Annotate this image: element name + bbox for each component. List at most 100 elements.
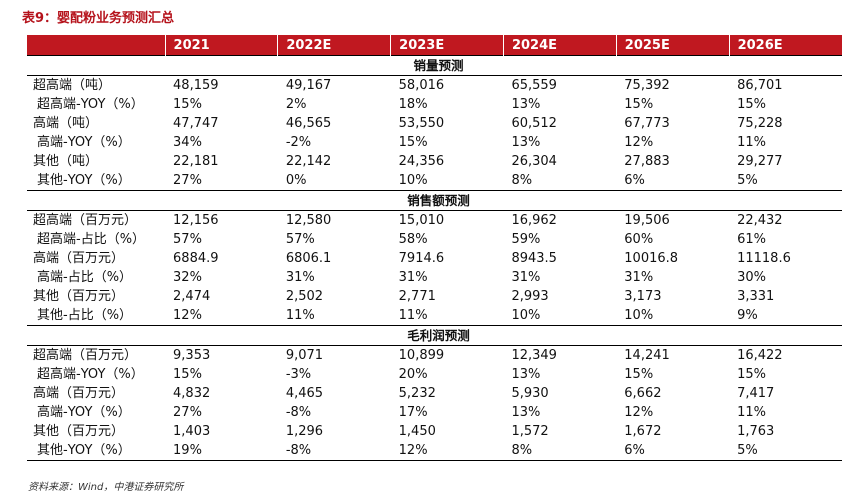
- table-cell: 12%: [624, 405, 654, 420]
- row-label: 超高端（百万元）: [33, 348, 138, 363]
- section-title: 销量预测: [27, 55, 842, 76]
- table-cell: 8%: [503, 441, 617, 461]
- table-cell: 13%: [511, 135, 541, 150]
- table-cell: 15%: [398, 135, 428, 150]
- table-row: 高端（百万元） 4,832 4,465 5,232 5,930 6,662 7,417: [27, 384, 842, 403]
- table-cell: 6%: [616, 441, 730, 461]
- table-cell: 13%: [511, 367, 541, 382]
- forecast-table: 2021 2022E 2023E 2024E 2025E 2026E 销量预测超…: [27, 35, 842, 461]
- table-cell: 0%: [285, 173, 307, 188]
- table-cell: 11%: [398, 308, 428, 323]
- row-label: 其他（百万元）: [33, 289, 125, 304]
- table-row: 超高端-占比（%） 57% 57% 58% 59% 60% 61%: [27, 230, 842, 249]
- table-row: 其他（百万元） 2,474 2,502 2,771 2,993 3,173 3,331: [27, 287, 842, 306]
- table-cell: 7914.6: [398, 251, 445, 266]
- table-cell: 60%: [624, 232, 654, 247]
- table-row: 超高端（百万元） 9,353 9,071 10,899 12,349 14,241 16,4…: [27, 346, 842, 366]
- source-note: 资料来源：Wind，中港证券研究所: [28, 482, 184, 493]
- table-cell: 31%: [285, 270, 315, 285]
- table-cell: 34%: [173, 135, 202, 150]
- row-label: 高端（百万元）: [33, 386, 125, 401]
- header-cell: 2026E: [728, 35, 842, 56]
- table-cell: 86,701: [737, 78, 783, 93]
- table-cell: 11%: [737, 135, 766, 150]
- table-row: 高端（吨） 47,747 46,565 53,550 60,512 67,773 75,22…: [27, 114, 842, 133]
- table-cell: 12%: [624, 135, 654, 150]
- row-label: 高端（吨）: [33, 116, 99, 131]
- table-cell: 60,512: [511, 116, 557, 131]
- table-cell: 14,241: [624, 348, 670, 363]
- section-header-row: 毛利润预测: [27, 325, 842, 346]
- table-cell: 13%: [511, 97, 541, 112]
- table-cell: 1,572: [511, 424, 549, 439]
- table-cell: 20%: [398, 367, 428, 382]
- row-label: 其他（百万元）: [33, 424, 125, 439]
- table-cell: 10%: [624, 308, 654, 323]
- row-label: 超高端（吨）: [33, 78, 112, 93]
- table-cell: 19,506: [624, 213, 670, 228]
- table-cell: 15%: [173, 367, 202, 382]
- table-cell: 15%: [737, 367, 766, 382]
- section-header-row: 销量预测: [27, 55, 842, 76]
- table-cell: 47,747: [173, 116, 219, 131]
- table-header-row: 2021 2022E 2023E 2024E 2025E 2026E: [27, 35, 842, 56]
- table-cell: 53,550: [398, 116, 445, 131]
- table-cell: 6884.9: [173, 251, 219, 266]
- row-label: 高端-占比（%）: [37, 270, 133, 285]
- table-row: 高端-YOY（%） 27% -8% 17% 13% 12% 11%: [27, 403, 842, 422]
- header-cell: 2021: [164, 35, 278, 56]
- row-label: 高端（百万元）: [33, 251, 125, 266]
- table-cell: 24,356: [398, 154, 445, 169]
- table-row: 高端-占比（%） 32% 31% 31% 31% 31% 30%: [27, 268, 842, 287]
- table-cell: 2,771: [398, 289, 436, 304]
- table-cell: 6806.1: [285, 251, 332, 266]
- table-cell: 22,181: [173, 154, 219, 169]
- table-cell: 3,331: [737, 289, 775, 304]
- row-label: 超高端-YOY（%）: [37, 97, 144, 112]
- table-row: 高端-YOY（%） 34% -2% 15% 13% 12% 11%: [27, 133, 842, 152]
- header-cell: 2022E: [277, 35, 391, 56]
- table-cell: 46,565: [285, 116, 332, 131]
- table-cell: 75,392: [624, 78, 670, 93]
- table-cell: 27%: [173, 405, 202, 420]
- table-cell: 5%: [737, 173, 758, 188]
- table-cell: 8%: [511, 173, 533, 188]
- table-row: 其他（百万元） 1,403 1,296 1,450 1,572 1,672 1,763: [27, 422, 842, 441]
- table-cell: 22,432: [737, 213, 783, 228]
- table-cell: 12,156: [173, 213, 219, 228]
- table-cell: 11%: [285, 308, 315, 323]
- section-header-row: 销售额预测: [27, 190, 842, 211]
- table-row: 其他-YOY（%） 19% -8% 12% 8% 6% 5%: [27, 441, 842, 461]
- table-cell: 11%: [737, 405, 766, 420]
- table-cell: 49,167: [285, 78, 332, 93]
- table-cell: 1,672: [624, 424, 662, 439]
- table-cell: 4,832: [173, 386, 211, 401]
- row-label: 其他-占比（%）: [37, 308, 133, 323]
- table-cell: 1,296: [285, 424, 324, 439]
- table-cell: 10016.8: [624, 251, 679, 266]
- table-cell: 27%: [173, 173, 202, 188]
- table-row: 其他-占比（%） 12% 11% 11% 10% 10% 9%: [27, 306, 842, 326]
- table-cell: 29,277: [737, 154, 783, 169]
- header-cell: 2025E: [615, 35, 730, 56]
- table-cell: 17%: [398, 405, 428, 420]
- table-cell: 27,883: [624, 154, 670, 169]
- row-label: 其他-YOY（%）: [27, 441, 166, 461]
- table-row: 高端（百万元） 6884.9 6806.1 7914.6 8943.5 10016.8 11…: [27, 249, 842, 268]
- table-cell: 19%: [165, 441, 278, 461]
- table-cell: 13%: [511, 405, 541, 420]
- table-cell: 75,228: [737, 116, 783, 131]
- table-cell: 16,422: [737, 348, 783, 363]
- section-title: 毛利润预测: [27, 325, 842, 346]
- table-cell: 57%: [173, 232, 202, 247]
- table-cell: 10%: [511, 308, 541, 323]
- table-cell: 1,450: [398, 424, 436, 439]
- table-row: 超高端-YOY（%） 15% 2% 18% 13% 15% 15%: [27, 95, 842, 114]
- table-cell: 12,349: [511, 348, 557, 363]
- table-cell: 2,474: [173, 289, 211, 304]
- table-cell: 6,662: [624, 386, 662, 401]
- row-label: 高端-YOY（%）: [37, 135, 131, 150]
- table-cell: 15,010: [398, 213, 445, 228]
- table-cell: 31%: [511, 270, 541, 285]
- table-cell: 12%: [390, 441, 504, 461]
